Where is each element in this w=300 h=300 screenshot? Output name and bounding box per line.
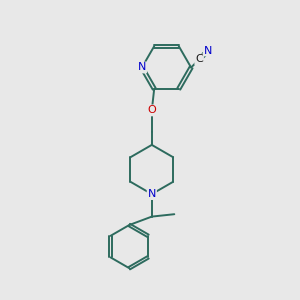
Text: C: C	[195, 54, 203, 64]
Text: O: O	[147, 105, 156, 116]
Text: N: N	[138, 62, 146, 73]
Text: N: N	[204, 46, 212, 56]
Text: N: N	[148, 189, 156, 199]
